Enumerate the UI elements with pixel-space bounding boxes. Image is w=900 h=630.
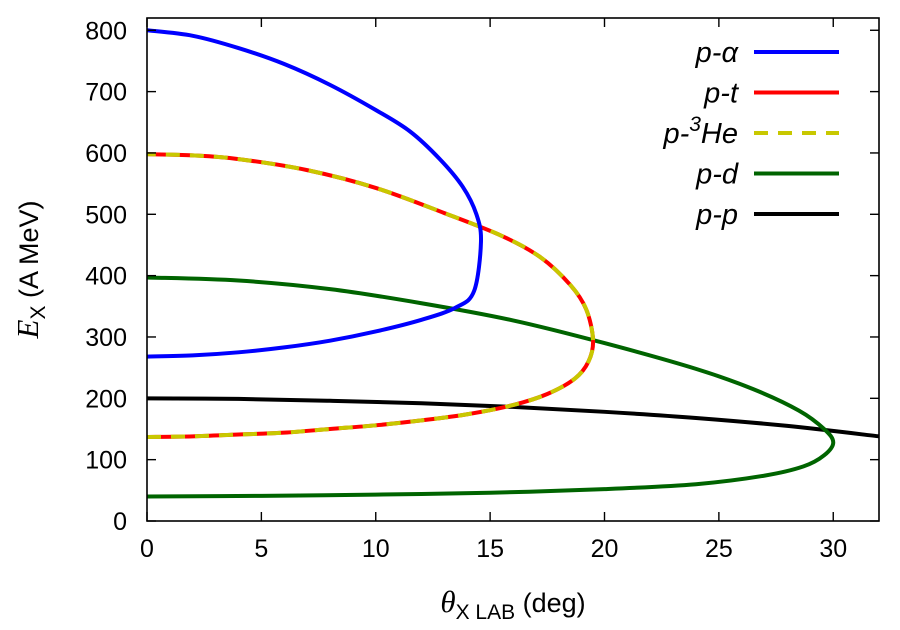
x-tick-label: 20 — [591, 535, 619, 563]
x-tick-label: 25 — [705, 535, 733, 563]
y-tick-label: 200 — [85, 385, 127, 413]
series-line-p-α — [147, 28, 484, 359]
y-tick-label: 800 — [85, 17, 127, 45]
y-axis-label-subscript: X — [27, 306, 50, 320]
legend: p-α p-tp-3He p-d p-p — [662, 37, 839, 231]
y-tick-label: 0 — [113, 508, 127, 536]
legend-label: p-p — [695, 199, 738, 231]
x-tick-label: 30 — [819, 535, 847, 563]
y-tick-label: 500 — [85, 201, 127, 229]
y-tick-label: 300 — [85, 324, 127, 352]
x-tick-label: 0 — [140, 535, 154, 563]
plot-frame — [146, 17, 880, 522]
y-axis-label-symbol: E — [10, 319, 45, 339]
legend-label: p-d — [695, 159, 739, 191]
x-axis-label: θX LAB (deg) — [440, 584, 585, 624]
x-axis-label-subscript: X LAB — [456, 601, 516, 624]
y-tick-label: 400 — [85, 263, 127, 291]
x-tick-label: 10 — [362, 535, 390, 563]
y-tick-label: 100 — [85, 447, 127, 475]
y-axis-label: EX (A MeV) — [10, 201, 50, 340]
series-line-p-d — [147, 275, 836, 499]
legend-label: p-α — [695, 37, 740, 69]
y-tick-label: 600 — [85, 140, 127, 168]
x-axis: 0 5 10 15 20 25 30 — [140, 18, 847, 563]
y-axis-label-unit: (A MeV) — [14, 201, 44, 306]
x-axis-label-symbol: θ — [440, 584, 455, 619]
x-axis-label-unit: (deg) — [515, 588, 586, 618]
series-line-p-3He — [147, 152, 596, 439]
x-tick-label: 15 — [476, 535, 504, 563]
y-tick-label: 700 — [85, 79, 127, 107]
x-tick-label: 5 — [254, 535, 268, 563]
y-axis: 0 100 200 300 400 500 600 700 800 — [85, 17, 879, 536]
legend-label: p-t — [703, 78, 740, 110]
legend-label: p-3He — [662, 113, 738, 150]
plot-area — [147, 28, 879, 499]
